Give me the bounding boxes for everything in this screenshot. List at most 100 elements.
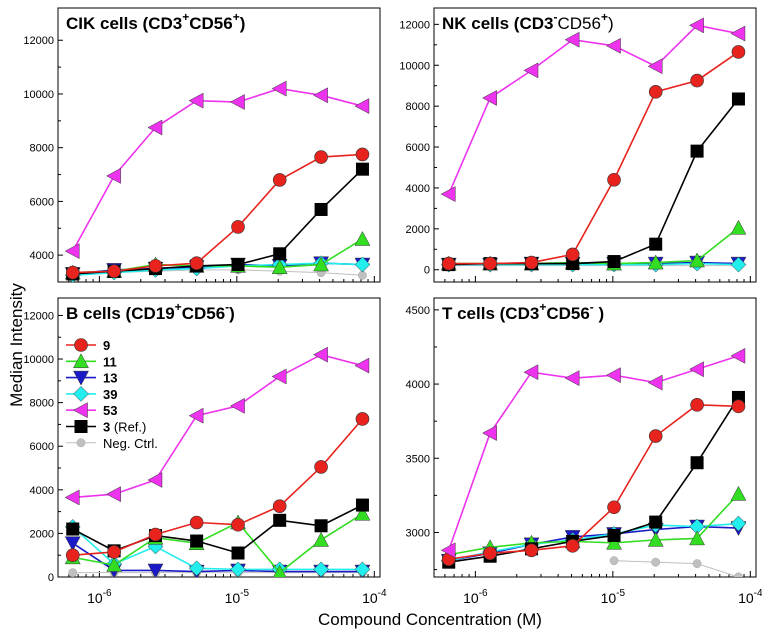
y-tick-label: 6000 xyxy=(406,142,430,154)
y-tick-label: 4500 xyxy=(406,305,430,317)
data-point-53 xyxy=(229,94,245,110)
chart-panel-1: 4000 6000 8000 10000 12000 CIK cells (CD3+CD5… xyxy=(23,7,381,283)
chart-panel-2: 0 2000 4000 6000 8000 10000 12000 NK cells (CD3… xyxy=(399,7,757,283)
y-tick-label: 4000 xyxy=(406,379,430,391)
y-axis-label: Median Intensity xyxy=(7,283,26,407)
series-layer xyxy=(440,347,747,577)
series-line-9 xyxy=(72,153,363,274)
y-tick-label: 0 xyxy=(48,572,54,584)
data-point-53 xyxy=(647,374,663,391)
data-point-9 xyxy=(272,499,287,513)
data-point-9 xyxy=(648,85,663,99)
data-point-9 xyxy=(524,255,539,270)
data-point-53 xyxy=(523,364,539,381)
y-tick-label: 12000 xyxy=(23,310,54,322)
legend-label: 3 (Ref.) xyxy=(103,420,146,435)
data-point-53 xyxy=(271,368,287,385)
series-line-9 xyxy=(448,51,739,265)
legend-label: 13 xyxy=(103,371,117,386)
data-point-53 xyxy=(64,489,80,506)
data-point-53 xyxy=(730,25,746,42)
data-point-53 xyxy=(647,58,663,75)
data-point-9 xyxy=(65,265,80,280)
x-tick-label: 10-4 xyxy=(738,588,762,606)
data-point-9 xyxy=(731,45,746,59)
y-tick-label: 3500 xyxy=(406,453,430,465)
series-line-53 xyxy=(72,353,363,499)
data-point-11 xyxy=(354,230,371,246)
data-point-3 xyxy=(355,498,369,512)
legend-marker xyxy=(73,386,89,402)
legend-marker xyxy=(73,370,89,386)
data-point-9 xyxy=(355,412,370,426)
data-point-neg xyxy=(68,568,78,577)
y-tick-label: 10000 xyxy=(23,89,54,101)
data-point-9 xyxy=(565,247,580,262)
data-point-neg xyxy=(734,572,743,577)
data-point-3 xyxy=(314,519,328,533)
panel-title: T cells (CD3+CD56- ) xyxy=(442,300,604,323)
data-point-39 xyxy=(188,560,205,577)
data-point-11 xyxy=(313,531,329,547)
data-point-53 xyxy=(482,425,497,441)
series-line-53 xyxy=(448,24,739,195)
data-point-53 xyxy=(313,346,328,363)
data-point-9 xyxy=(690,398,704,412)
data-point-9 xyxy=(148,527,163,542)
y-tick-label: 10000 xyxy=(23,354,54,366)
data-point-39 xyxy=(354,256,371,273)
data-point-53 xyxy=(689,361,704,378)
data-point-9 xyxy=(189,256,204,270)
data-point-9 xyxy=(690,73,704,88)
series-line-53 xyxy=(447,355,739,551)
data-point-11 xyxy=(689,530,705,546)
data-point-53 xyxy=(271,80,287,97)
data-point-9 xyxy=(189,515,204,530)
data-point-11 xyxy=(313,256,329,272)
data-point-neg xyxy=(692,559,702,569)
plot-frame xyxy=(433,297,757,578)
panel-title: NK cells (CD3-CD56+) xyxy=(442,10,614,33)
data-point-3 xyxy=(690,456,704,470)
series-layer xyxy=(64,80,371,282)
data-point-3 xyxy=(649,237,663,251)
data-point-9 xyxy=(483,256,497,271)
legend-marker xyxy=(73,353,89,369)
y-tick-label: 0 xyxy=(424,265,430,277)
data-point-11 xyxy=(106,556,123,572)
data-point-11 xyxy=(273,564,287,577)
legend-label: 9 xyxy=(103,338,110,353)
data-point-neg xyxy=(609,556,619,566)
data-point-9 xyxy=(231,517,245,532)
y-tick-label: 6000 xyxy=(30,196,54,208)
data-point-53 xyxy=(730,347,746,364)
series-line-3 xyxy=(448,98,740,266)
legend-label: 11 xyxy=(103,354,117,369)
x-axis-label: Compound Concentration (M) xyxy=(318,610,542,629)
panel-title: B cells (CD19+CD56-) xyxy=(66,300,235,323)
x-tick-label: 10-6 xyxy=(463,588,488,606)
data-point-11 xyxy=(354,505,371,521)
data-point-13 xyxy=(64,536,81,552)
data-point-53 xyxy=(106,167,121,184)
data-point-53 xyxy=(106,486,121,503)
series-line-9 xyxy=(72,418,364,557)
y-tick-label: 2000 xyxy=(406,224,430,236)
data-point-9 xyxy=(231,220,245,234)
data-point-39 xyxy=(354,561,371,577)
series-line-3 xyxy=(448,397,740,563)
data-point-9 xyxy=(107,264,121,279)
data-point-9 xyxy=(314,460,328,474)
data-point-9 xyxy=(648,429,663,443)
panel-title: CIK cells (CD3+CD56+) xyxy=(66,10,245,33)
series-layer xyxy=(440,17,747,273)
plot-frame xyxy=(57,297,381,578)
data-point-53 xyxy=(354,98,370,114)
data-point-53 xyxy=(354,357,370,374)
data-point-9 xyxy=(607,500,621,515)
data-point-53 xyxy=(229,397,245,414)
data-point-53 xyxy=(605,367,621,384)
series-layer xyxy=(64,346,371,577)
data-point-13 xyxy=(147,563,164,577)
